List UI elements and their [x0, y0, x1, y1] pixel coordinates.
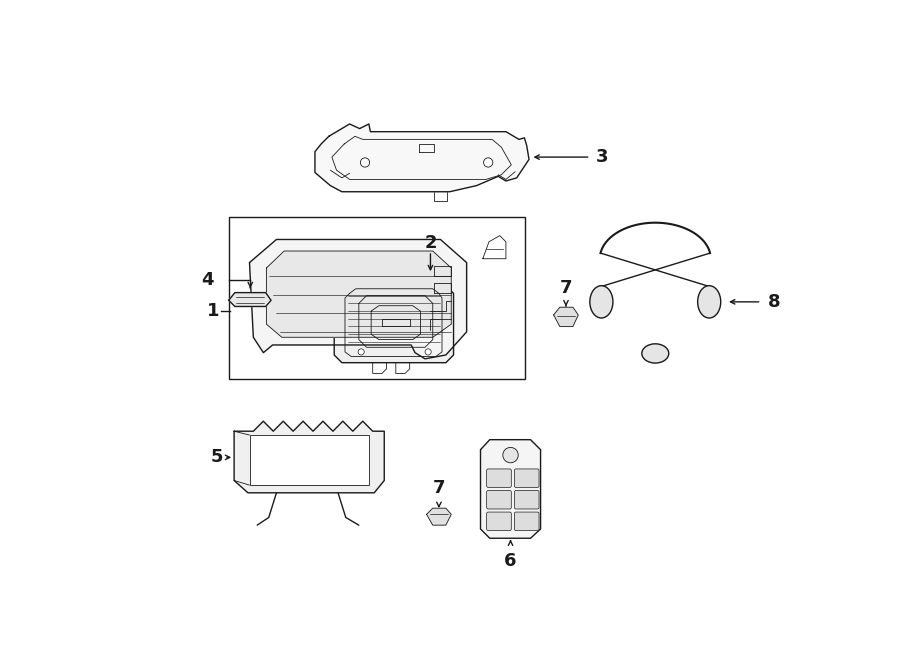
Ellipse shape — [698, 286, 721, 318]
FancyBboxPatch shape — [515, 512, 539, 531]
Circle shape — [358, 349, 365, 355]
Polygon shape — [315, 124, 529, 192]
FancyBboxPatch shape — [487, 512, 511, 531]
Circle shape — [425, 349, 431, 355]
Circle shape — [360, 158, 370, 167]
Text: 8: 8 — [768, 293, 780, 311]
Polygon shape — [249, 239, 466, 359]
Polygon shape — [234, 421, 384, 493]
Text: 5: 5 — [210, 448, 222, 467]
Polygon shape — [481, 440, 541, 538]
Polygon shape — [229, 293, 271, 307]
FancyBboxPatch shape — [515, 490, 539, 509]
Bar — [229, 217, 526, 379]
Ellipse shape — [642, 344, 669, 363]
Polygon shape — [334, 283, 454, 363]
Bar — [249, 435, 369, 485]
Circle shape — [503, 447, 518, 463]
FancyBboxPatch shape — [487, 469, 511, 487]
Text: 1: 1 — [207, 302, 220, 320]
Text: 3: 3 — [596, 148, 608, 166]
Polygon shape — [554, 307, 579, 327]
Polygon shape — [427, 508, 451, 525]
Text: 4: 4 — [202, 270, 214, 288]
Text: 7: 7 — [433, 479, 446, 497]
Polygon shape — [266, 251, 451, 337]
Text: 7: 7 — [560, 279, 572, 297]
Polygon shape — [482, 235, 506, 258]
FancyBboxPatch shape — [515, 469, 539, 487]
Circle shape — [483, 158, 493, 167]
Ellipse shape — [590, 286, 613, 318]
Text: 2: 2 — [424, 235, 436, 253]
FancyBboxPatch shape — [487, 490, 511, 509]
Text: 6: 6 — [504, 552, 517, 570]
